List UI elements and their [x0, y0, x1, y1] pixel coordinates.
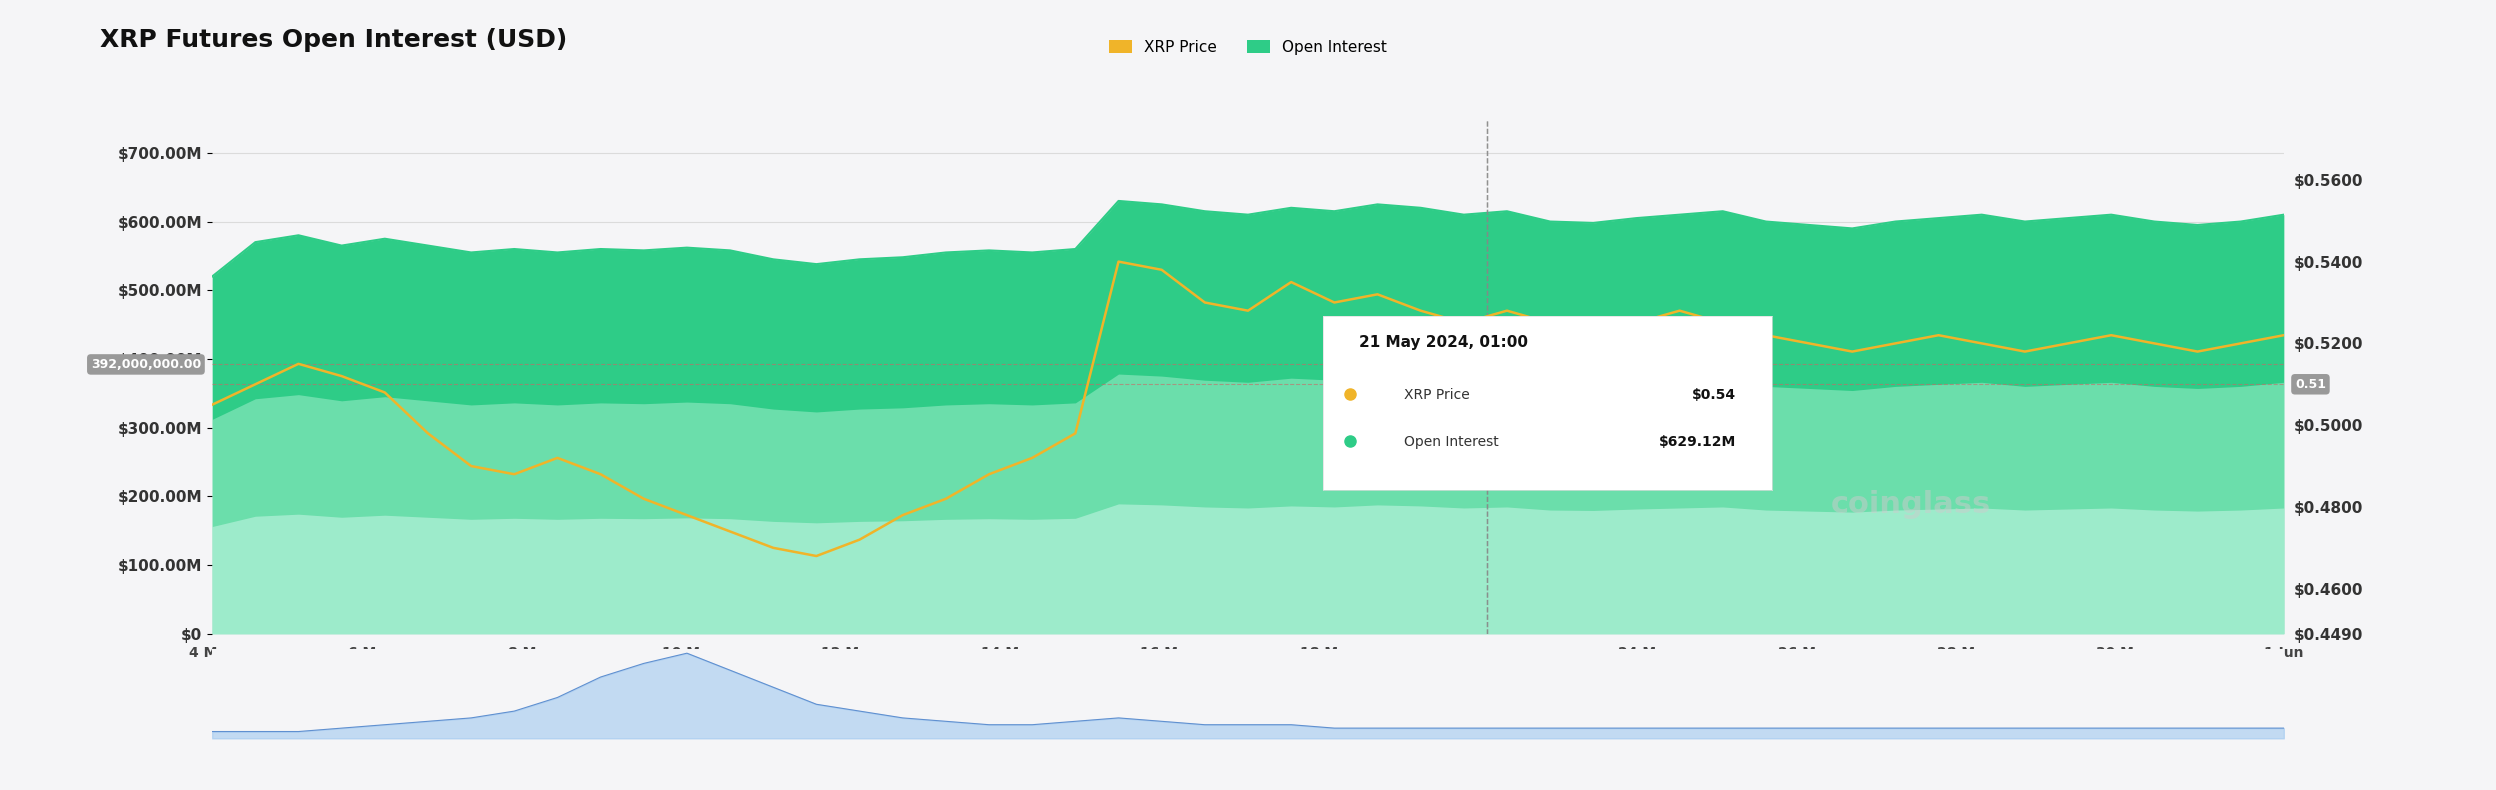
Text: $0.54: $0.54	[1692, 389, 1737, 402]
Text: 21 May 2024, 01:00: 21 May 2024, 01:00	[1418, 664, 1558, 677]
Text: 21 May 2024, 01:00: 21 May 2024, 01:00	[1358, 335, 1528, 350]
Text: $629.12M: $629.12M	[1660, 435, 1737, 450]
Text: coinglass: coinglass	[1830, 491, 1992, 519]
Legend: XRP Price, Open Interest: XRP Price, Open Interest	[1103, 33, 1393, 61]
Text: 0.51: 0.51	[2294, 378, 2326, 391]
Text: Open Interest: Open Interest	[1403, 435, 1498, 450]
Text: XRP Price: XRP Price	[1403, 389, 1470, 402]
Text: XRP Futures Open Interest (USD): XRP Futures Open Interest (USD)	[100, 28, 567, 52]
Text: 392,000,000.00: 392,000,000.00	[90, 358, 202, 371]
